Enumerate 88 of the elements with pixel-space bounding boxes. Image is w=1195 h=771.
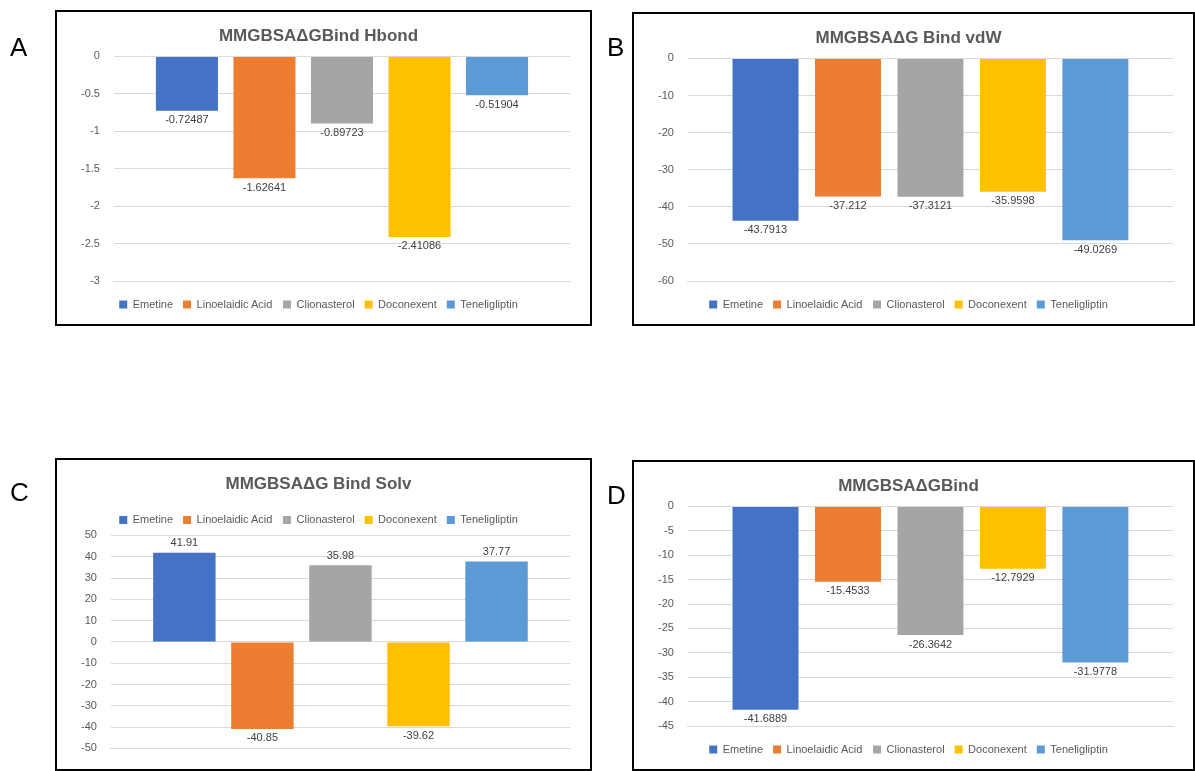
data-label: -12.7929 xyxy=(991,571,1035,584)
data-label: -1.62641 xyxy=(242,180,287,193)
legend-label: Clionasterol xyxy=(296,297,355,310)
bar xyxy=(153,552,216,642)
y-tick-label: -2 xyxy=(90,199,100,212)
data-label: -39.62 xyxy=(402,728,435,741)
legend-label: Doconexent xyxy=(378,297,437,310)
y-tick-label: -5 xyxy=(664,523,674,536)
y-tick-label: -20 xyxy=(80,677,97,690)
bar xyxy=(465,561,528,642)
y-tick-label: 0 xyxy=(667,51,674,64)
bar xyxy=(387,642,450,727)
legend-label: Clionasterol xyxy=(886,742,945,755)
legend-label: Emetine xyxy=(722,742,764,755)
y-tick-label: -0.5 xyxy=(80,86,100,99)
data-label: 35.98 xyxy=(326,548,355,561)
legend-label: Clionasterol xyxy=(296,512,355,525)
data-label: 37.77 xyxy=(482,544,511,557)
y-tick-label: -30 xyxy=(657,645,674,658)
y-tick-label: -40 xyxy=(657,199,674,212)
chart-title: MMGBSAΔG Bind vdW xyxy=(815,27,1003,47)
data-label: -2.41086 xyxy=(397,239,442,252)
y-tick-label: 40 xyxy=(84,549,97,562)
y-tick-label: -20 xyxy=(657,597,674,610)
y-tick-label: -3 xyxy=(90,274,100,287)
legend-label: Emetine xyxy=(132,512,174,525)
data-label: -41.6889 xyxy=(743,712,788,725)
y-tick-label: 30 xyxy=(84,571,97,584)
y-tick-label: -10 xyxy=(80,656,97,669)
y-tick-label: -10 xyxy=(657,88,674,101)
text: D xyxy=(607,480,626,511)
data-label: -35.9598 xyxy=(991,194,1035,207)
legend-label: Teneligliptin xyxy=(460,297,518,310)
data-label: -0.51904 xyxy=(475,97,519,110)
y-tick-label: -30 xyxy=(80,698,97,711)
y-tick-label: -40 xyxy=(80,720,97,733)
data-label: -26.3642 xyxy=(908,637,953,650)
legend-label: Linoelaidic Acid xyxy=(196,512,273,525)
legend-label: Linoelaidic Acid xyxy=(786,742,863,755)
text: C xyxy=(10,477,29,508)
y-tick-label: -1 xyxy=(90,124,100,137)
y-tick-label: -10 xyxy=(657,548,674,561)
data-label: -0.72487 xyxy=(165,113,209,126)
bar xyxy=(231,642,294,729)
y-tick-label: 50 xyxy=(84,528,97,541)
y-tick-label: -45 xyxy=(657,719,674,732)
y-tick-label: -2.5 xyxy=(80,236,100,249)
y-tick-label: -60 xyxy=(657,274,674,287)
y-tick-label: -50 xyxy=(80,741,97,754)
legend-label: Teneligliptin xyxy=(1050,742,1108,755)
data-label: -15.4533 xyxy=(826,584,870,597)
legend-label: Emetine xyxy=(722,297,764,310)
legend-label: Clionasterol xyxy=(886,297,945,310)
y-tick-label: -40 xyxy=(657,694,674,707)
legend-label: Doconexent xyxy=(968,742,1027,755)
data-label: -49.0269 xyxy=(1073,242,1118,255)
data-label: -37.212 xyxy=(829,198,867,211)
y-tick-label: -35 xyxy=(657,670,674,683)
legend-label: Teneligliptin xyxy=(460,512,518,525)
data-label: -43.7913 xyxy=(743,223,788,236)
legend-label: Linoelaidic Acid xyxy=(786,297,863,310)
y-tick-label: -50 xyxy=(657,236,674,249)
y-tick-label: -1.5 xyxy=(80,161,100,174)
data-label: -0.89723 xyxy=(320,126,364,139)
y-tick-label: 0 xyxy=(90,634,97,647)
chart-title: MMGBSAΔGBind xyxy=(838,475,979,495)
y-tick-label: -15 xyxy=(657,572,674,585)
bar xyxy=(309,565,372,642)
text: B xyxy=(607,32,625,63)
chart-title: MMGBSAΔGBind Hbond xyxy=(218,25,419,45)
legend-label: Linoelaidic Acid xyxy=(196,297,273,310)
y-tick-label: -20 xyxy=(657,125,674,138)
legend-label: Emetine xyxy=(132,297,174,310)
y-tick-label: 0 xyxy=(667,499,674,512)
data-label: 41.91 xyxy=(170,536,199,549)
y-tick-label: 10 xyxy=(84,613,97,626)
data-label: -31.9778 xyxy=(1073,664,1118,677)
y-tick-label: -30 xyxy=(657,162,674,175)
data-label: -40.85 xyxy=(246,731,278,744)
y-tick-label: -25 xyxy=(657,621,674,634)
data-label: -37.3121 xyxy=(908,199,953,212)
legend-label: Doconexent xyxy=(968,297,1027,310)
legend-label: Doconexent xyxy=(378,512,437,525)
legend-label: Teneligliptin xyxy=(1050,297,1108,310)
chart-title: MMGBSAΔG Bind Solv xyxy=(225,473,413,493)
y-tick-label: 20 xyxy=(84,592,97,605)
y-tick-label: 0 xyxy=(93,49,100,62)
text: A xyxy=(10,32,28,63)
